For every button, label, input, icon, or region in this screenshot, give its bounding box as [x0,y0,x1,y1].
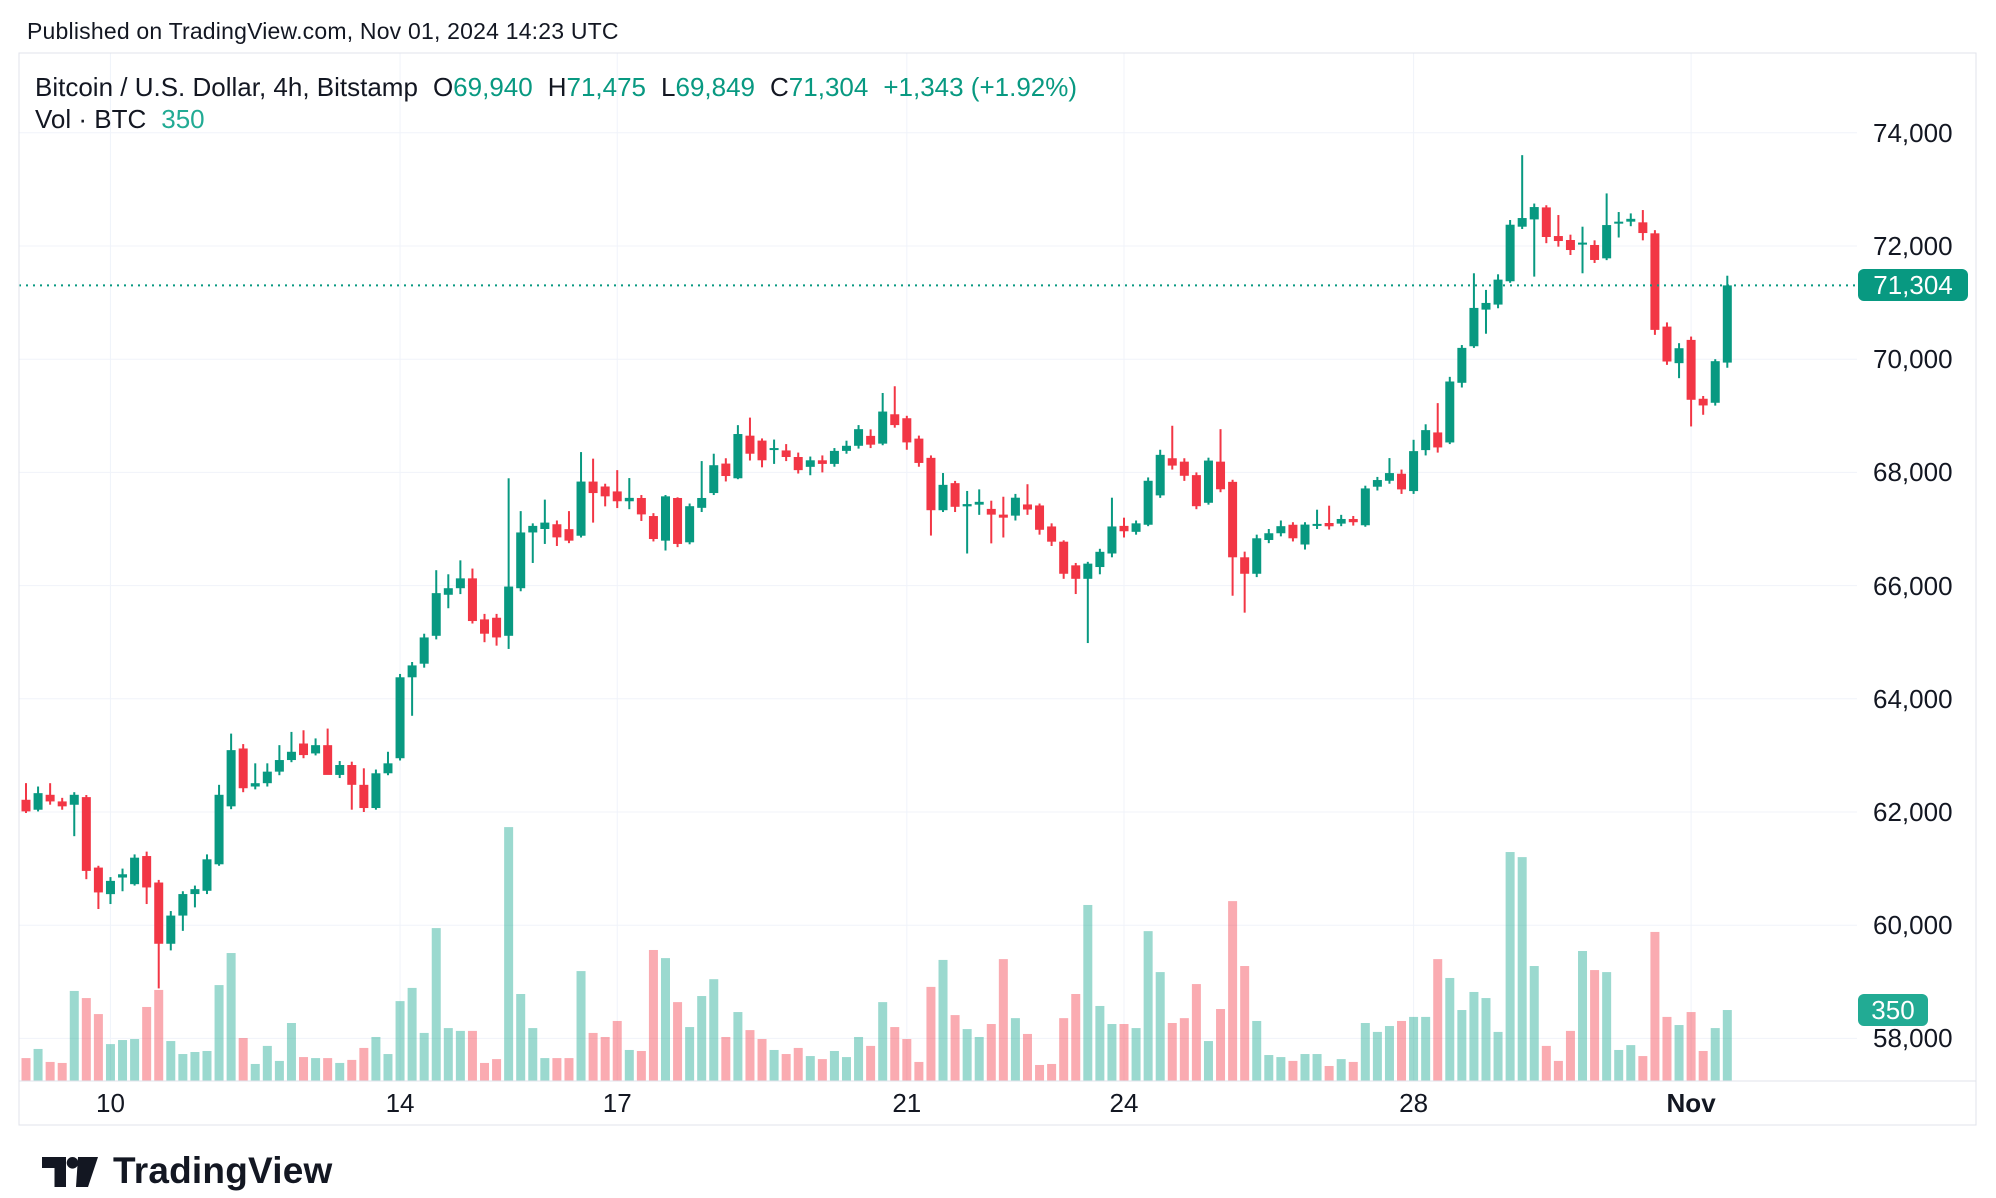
price-axis-label: 58,000 [1873,1023,1953,1054]
volume-label: Vol · BTC [35,104,147,134]
change-value: +1,343 (+1.92%) [883,72,1078,102]
open-label: O [432,72,454,102]
time-axis-label: 10 [95,1088,125,1118]
volume-series [21,827,1732,1081]
last-volume-badge: 350 [1858,994,1928,1027]
time-axis-label: 17 [602,1088,632,1118]
price-axis-label: 60,000 [1873,910,1953,941]
candlestick-series [21,155,1732,989]
tradingview-logo-icon [42,1156,98,1187]
price-axis-label: 64,000 [1873,683,1953,714]
price-axis-label: 62,000 [1873,797,1953,827]
time-axis-label: 28 [1399,1088,1429,1118]
published-line: Published on TradingView.com, Nov 01, 20… [27,18,619,44]
low-label: L [661,72,676,102]
close-label: C [770,72,789,102]
last-price-badge: 71,304 [1858,269,1968,302]
brand-text: TradingView [113,1150,333,1191]
chart-frame [18,52,1977,1126]
low-value: 69,849 [675,72,756,102]
high-value: 71,475 [566,72,647,102]
high-label: H [547,72,567,102]
volume-legend-row: Vol · BTC 350 [35,104,1077,135]
symbol-legend-row: Bitcoin / U.S. Dollar, 4h, Bitstamp O 69,… [35,72,1077,103]
gridlines [19,53,1857,1081]
price-axis-label: 70,000 [1873,344,1953,375]
price-axis-label: 74,000 [1873,117,1953,148]
close-value: 71,304 [788,72,869,102]
time-axis-label: Nov [1666,1088,1716,1118]
symbol-title: Bitcoin / U.S. Dollar, 4h, Bitstamp [35,72,418,102]
price-axis-label: 66,000 [1873,570,1953,601]
time-axis-label: 24 [1109,1088,1139,1118]
tradingview-logo[interactable]: TradingView [42,1150,332,1192]
symbol-legend: Bitcoin / U.S. Dollar, 4h, Bitstamp O 69,… [35,72,1077,135]
volume-value: 350 [161,104,205,134]
time-axis-label: 21 [892,1088,922,1118]
price-axis-label: 72,000 [1873,231,1953,261]
price-axis-label: 68,000 [1873,457,1953,488]
open-value: 69,940 [453,72,533,102]
time-axis-label: 14 [385,1088,415,1118]
